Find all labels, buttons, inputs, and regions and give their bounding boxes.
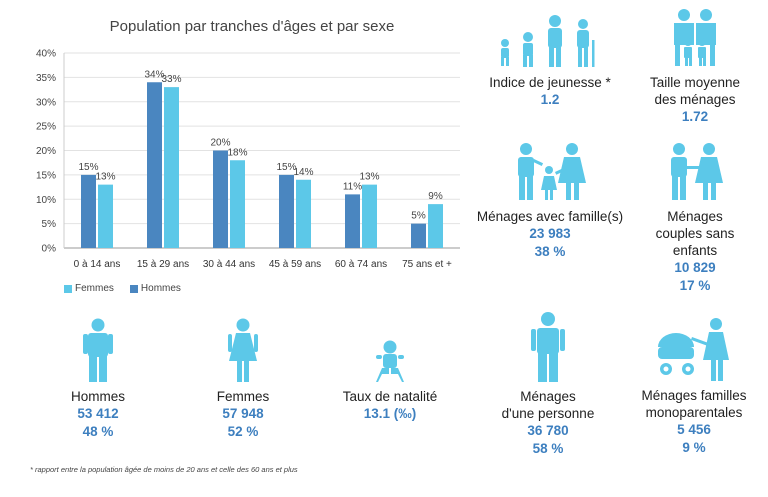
stat-value-count: 23 983 bbox=[529, 226, 571, 241]
data-label: 13% bbox=[95, 172, 115, 183]
stat-label-line1: Ménages familles bbox=[641, 388, 747, 403]
bar-hommes bbox=[81, 174, 96, 248]
x-tick-label: 60 à 74 ans bbox=[335, 259, 387, 270]
stat-familles-monoparentales: Ménages familles monoparentales 5 456 9 … bbox=[620, 317, 768, 457]
stat-menages-famille: Ménages avec famille(s) 23 983 38 % bbox=[460, 142, 640, 261]
stat-label: Indice de jeunesse * bbox=[489, 75, 611, 90]
y-tick-label: 10% bbox=[36, 195, 56, 206]
population-bar-chart: 0%5%10%15%20%25%30%35%40%15%13%0 à 14 an… bbox=[36, 49, 460, 270]
woman-icon bbox=[228, 318, 258, 382]
household-family-icon bbox=[674, 9, 716, 66]
x-tick-label: 0 à 14 ans bbox=[74, 259, 121, 270]
stat-label-line2: couples sans bbox=[655, 226, 735, 241]
stat-menages-une-personne: Ménages d'une personne 36 780 58 % bbox=[478, 312, 618, 458]
data-label: 20% bbox=[210, 138, 230, 149]
couple-icon bbox=[671, 143, 723, 200]
stat-label-line1: Taille moyenne bbox=[649, 75, 741, 90]
legend-item-femmes: Femmes bbox=[64, 283, 114, 294]
stat-value-percent: 58 % bbox=[532, 441, 564, 456]
bar-femmes bbox=[164, 87, 179, 248]
stat-value-percent: 17 % bbox=[679, 278, 711, 293]
x-tick-label: 45 à 59 ans bbox=[269, 259, 321, 270]
data-label: 13% bbox=[359, 172, 379, 183]
y-tick-label: 5% bbox=[42, 219, 57, 230]
y-tick-label: 0% bbox=[42, 244, 57, 255]
footnote: * rapport entre la population âgée de mo… bbox=[30, 465, 298, 474]
single-person-icon bbox=[531, 312, 565, 382]
legend-swatch-hommes bbox=[129, 284, 138, 293]
data-label: 15% bbox=[276, 162, 296, 173]
bar-hommes bbox=[213, 150, 228, 248]
data-label: 15% bbox=[78, 162, 98, 173]
family-generations-icon bbox=[501, 15, 595, 67]
stat-value-percent: 38 % bbox=[534, 244, 566, 259]
bar-femmes bbox=[230, 160, 245, 248]
stat-label-line2: d'une personne bbox=[501, 406, 595, 421]
y-tick-label: 25% bbox=[36, 122, 56, 133]
stat-label: Hommes bbox=[70, 389, 125, 404]
y-tick-label: 40% bbox=[36, 49, 56, 60]
data-label: 5% bbox=[411, 211, 426, 222]
stat-value-count: 53 412 bbox=[77, 406, 119, 421]
bar-femmes bbox=[296, 179, 311, 248]
bar-hommes bbox=[345, 194, 360, 248]
stat-indice-jeunesse: Indice de jeunesse * 1.2 bbox=[470, 12, 630, 109]
baby-icon bbox=[376, 340, 404, 382]
stat-label-line1: Ménages bbox=[667, 209, 723, 224]
stat-label: Femmes bbox=[216, 389, 270, 404]
x-tick-label: 75 ans et + bbox=[402, 259, 452, 270]
stat-value-percent: 52 % bbox=[227, 424, 259, 439]
data-label: 14% bbox=[293, 167, 313, 178]
stat-value-count: 57 948 bbox=[222, 406, 264, 421]
y-tick-label: 35% bbox=[36, 73, 56, 84]
x-tick-label: 15 à 29 ans bbox=[137, 259, 189, 270]
stat-label: Ménages avec famille(s) bbox=[476, 209, 624, 224]
stat-label-line2: des ménages bbox=[654, 92, 736, 107]
stat-femmes: Femmes 57 948 52 % bbox=[193, 318, 293, 441]
stat-taille-menages: Taille moyenne des ménages 1.72 bbox=[625, 8, 765, 126]
bar-femmes bbox=[362, 184, 377, 248]
family-with-child-icon bbox=[518, 143, 586, 200]
parent-with-stroller-icon bbox=[658, 318, 729, 381]
data-label: 33% bbox=[161, 74, 181, 85]
x-tick-label: 30 à 44 ans bbox=[203, 259, 255, 270]
stat-value-count: 36 780 bbox=[527, 423, 569, 438]
stat-value-count: 10 829 bbox=[674, 260, 716, 275]
bar-femmes bbox=[428, 204, 443, 248]
y-tick-label: 15% bbox=[36, 170, 56, 181]
stat-label-line1: Ménages bbox=[520, 389, 576, 404]
stat-value-percent: 48 % bbox=[82, 424, 114, 439]
bar-hommes bbox=[147, 82, 162, 248]
stat-value: 1.72 bbox=[681, 109, 709, 124]
legend-label-hommes: Hommes bbox=[140, 283, 181, 294]
bar-femmes bbox=[98, 184, 113, 248]
y-tick-label: 20% bbox=[36, 146, 56, 157]
stat-couples-sans-enfants: Ménages couples sans enfants 10 829 17 % bbox=[625, 142, 765, 295]
data-label: 11% bbox=[343, 181, 362, 192]
bar-hommes bbox=[279, 174, 294, 248]
legend-swatch-femmes bbox=[64, 284, 72, 293]
data-label: 18% bbox=[227, 147, 247, 158]
stat-label-line2: monoparentales bbox=[645, 405, 743, 420]
stat-value-percent: 9 % bbox=[682, 440, 706, 455]
data-label: 9% bbox=[428, 191, 443, 202]
data-label: 34% bbox=[144, 69, 164, 80]
legend-item-hommes: Hommes bbox=[129, 283, 181, 294]
legend-label-femmes: Femmes bbox=[75, 283, 114, 294]
stat-taux-natalite: Taux de natalité 13.1 (‰) bbox=[320, 340, 460, 423]
man-icon bbox=[83, 318, 113, 382]
bar-hommes bbox=[411, 223, 426, 248]
stat-label: Taux de natalité bbox=[342, 389, 438, 404]
y-tick-label: 30% bbox=[36, 97, 56, 108]
stat-value: 1.2 bbox=[540, 92, 560, 107]
stat-value-count: 5 456 bbox=[677, 422, 711, 437]
stat-hommes: Hommes 53 412 48 % bbox=[48, 318, 148, 441]
stat-label-line3: enfants bbox=[672, 243, 718, 258]
chart-legend: Femmes Hommes bbox=[64, 283, 181, 294]
chart-title: Population par tranches d'âges et par se… bbox=[109, 18, 395, 35]
stat-value: 13.1 (‰) bbox=[363, 406, 417, 421]
